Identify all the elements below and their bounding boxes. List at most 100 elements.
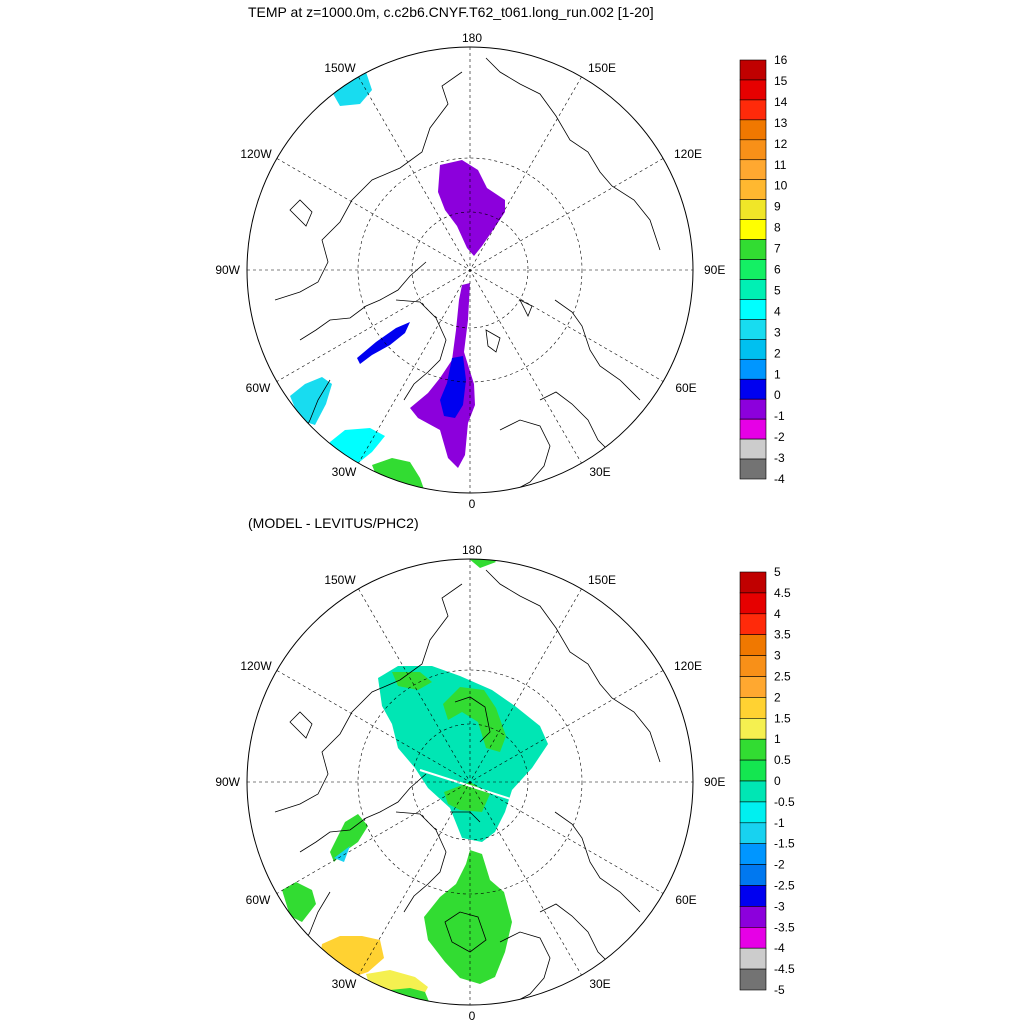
colorbar-swatch: [739, 926, 767, 949]
colorbar-label: -3: [774, 899, 785, 913]
colorbar-swatch: [739, 438, 767, 460]
field-green-central-b: [443, 687, 506, 752]
field-green-bering: [468, 559, 496, 568]
colorbar-label: 3: [774, 649, 781, 663]
colorbar-swatch: [739, 843, 767, 865]
lon-label-90e: 90E: [704, 775, 725, 789]
lon-label-60e: 60E: [675, 893, 696, 907]
colorbar-label: -1.5: [774, 837, 795, 851]
colorbar-swatch: [739, 947, 767, 970]
colorbar-label: 15: [774, 74, 788, 88]
field-green-central-a: [392, 672, 432, 690]
colorbar-label: -0.5: [774, 795, 795, 809]
colorbar-swatch: [739, 139, 767, 161]
field-cyan-baffin: [334, 846, 350, 862]
colorbar-swatch: [739, 780, 767, 803]
lon-label-90w: 90W: [215, 263, 240, 277]
colorbar-swatch: [739, 968, 767, 991]
colorbar-label: 0.5: [774, 753, 791, 767]
colorbar-swatch: [739, 906, 767, 928]
colorbar-label: -4: [774, 941, 785, 955]
lon-label-30e: 30E: [589, 465, 610, 479]
colorbar-label: -2: [774, 858, 785, 872]
colorbar-label: 13: [774, 116, 788, 130]
colorbar-label: 11: [774, 158, 787, 172]
colorbar-swatch: [739, 676, 767, 698]
colorbar-label: -4.5: [774, 962, 795, 976]
colorbar-swatch: [739, 319, 767, 340]
field-cyan-labrador: [290, 377, 332, 425]
colorbar-label: 14: [774, 95, 788, 109]
lon-label-90e: 90E: [704, 263, 725, 277]
colorbar-swatch: [739, 458, 767, 480]
field-green-nordic: [424, 850, 512, 984]
colorbar-label: 0: [774, 774, 781, 788]
colorbar-label: -2: [774, 430, 785, 444]
colorbar-swatch: [739, 634, 767, 656]
colorbar-swatch: [739, 418, 767, 440]
colorbar-swatch: [739, 822, 767, 844]
colorbar-swatch: [739, 885, 767, 907]
lon-label-120e: 120E: [674, 147, 702, 161]
colorbar-label: 4.5: [774, 586, 791, 600]
colorbar-swatch: [739, 259, 767, 280]
colorbar-swatch: [739, 613, 767, 636]
colorbar-swatch: [739, 219, 767, 240]
colorbar-label: -3: [774, 451, 785, 465]
map-title-top: TEMP at z=1000.0m, c.c2b6.CNYF.T62_t061.…: [248, 4, 654, 20]
colorbar-label: 3: [774, 325, 781, 339]
colorbar-swatch: [739, 592, 767, 615]
colorbar-swatch: [739, 655, 767, 677]
field-green-labrador: [282, 882, 316, 922]
lon-label-30w: 30W: [332, 465, 357, 479]
colorbar-bottom: 5 4.5 4 3.5 3 2.5 2 1.5 1 0.5 0 -0.5 -1 -1.5 -2 -2.5 -3 -…: [739, 565, 795, 997]
colorbar-label: -4: [774, 472, 785, 486]
lon-label-120w: 120W: [240, 659, 272, 673]
lon-label-120w: 120W: [240, 147, 272, 161]
colorbar-label: 4: [774, 304, 781, 318]
colorbar-label: 8: [774, 221, 781, 235]
lon-label-60w: 60W: [246, 381, 271, 395]
colorbar-swatch: [739, 99, 767, 121]
lon-label-0: 0: [469, 497, 476, 510]
lon-label-0: 0: [469, 1009, 476, 1022]
colorbar-swatch: [739, 59, 767, 81]
lon-label-180: 180: [462, 543, 482, 557]
colorbar-swatch: [739, 159, 767, 181]
colorbar-label: 1: [774, 367, 781, 381]
field-cyan-nw: [332, 72, 372, 106]
colorbar-swatch: [739, 759, 767, 782]
field-blue-strait: [440, 356, 466, 418]
map-title-bottom: (MODEL - LEVITUS/PHC2): [248, 515, 419, 531]
colorbar-label: 4: [774, 607, 781, 621]
colorbar-label: 7: [774, 242, 781, 256]
colorbar-swatch: [739, 718, 767, 740]
colorbar-label: -1: [774, 816, 785, 830]
colorbar-swatch: [739, 358, 767, 380]
colorbar-label: -5: [774, 983, 785, 997]
colorbar-label: 2.5: [774, 670, 791, 684]
colorbar-label: 1: [774, 732, 781, 746]
polar-map-top: 180 0 90W 90E 150W 120W 60W 30W 150E 120…: [215, 31, 788, 510]
colorbar-label: -3.5: [774, 920, 795, 934]
colorbar-swatch: [739, 299, 767, 320]
colorbar-swatch: [739, 571, 767, 594]
colorbar-label: 16: [774, 53, 788, 67]
colorbar-label: 2: [774, 346, 781, 360]
colorbar-swatch: [739, 119, 767, 141]
colorbar-swatch: [739, 738, 767, 761]
polar-map-bottom: 180 0 90W 90E 150W 120W 60W 30W 150E 120…: [215, 543, 795, 1022]
colorbar-label: 5: [774, 283, 781, 297]
field-blue-baffin: [357, 322, 410, 364]
colorbar-swatch: [739, 398, 767, 420]
colorbar-label: -1: [774, 409, 785, 423]
seam-line: [419, 769, 521, 803]
colorbar-swatch: [739, 339, 767, 360]
colorbar-label: 6: [774, 263, 781, 277]
lon-label-120e: 120E: [674, 659, 702, 673]
lon-label-150w: 150W: [324, 573, 356, 587]
lon-label-150e: 150E: [588, 573, 616, 587]
lon-label-30e: 30E: [589, 977, 610, 991]
field-purple-strait: [410, 283, 475, 468]
